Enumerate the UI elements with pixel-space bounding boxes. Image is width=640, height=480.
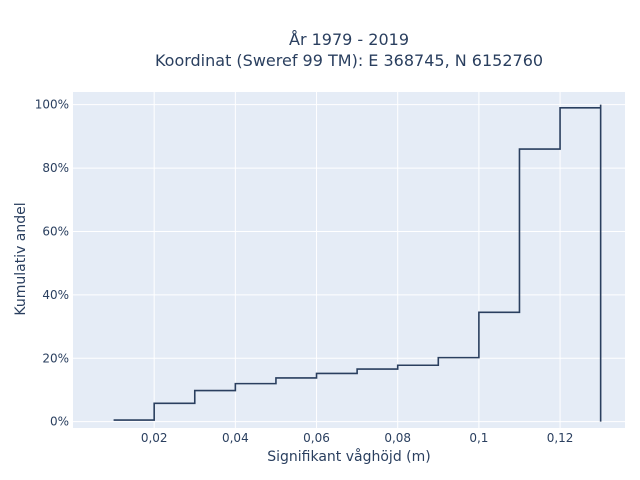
x-tick-label: 0,02 <box>141 431 168 445</box>
y-tick-label: 20% <box>42 351 69 365</box>
y-tick-label: 40% <box>42 288 69 302</box>
y-tick-label: 80% <box>42 161 69 175</box>
x-tick-label: 0,04 <box>222 431 249 445</box>
y-tick-label: 60% <box>42 224 69 238</box>
y-tick-label: 0% <box>50 415 69 429</box>
x-axis-ticks: 0,02 0,04 0,06 0,08 0,1 0,12 <box>141 431 574 445</box>
y-axis-ticks: 0% 20% 40% 60% 80% 100% <box>35 98 69 429</box>
chart-title-line-1: År 1979 - 2019 <box>289 30 409 49</box>
cumulative-series-line <box>113 104 602 422</box>
plot-area <box>73 92 625 428</box>
y-tick-label: 100% <box>35 98 69 112</box>
x-tick-label: 0,12 <box>547 431 574 445</box>
x-tick-label: 0,1 <box>469 431 488 445</box>
x-axis-title: Signifikant våghöjd (m) <box>267 448 430 465</box>
y-axis-title: Kumulativ andel <box>13 202 29 315</box>
x-tick-label: 0,06 <box>303 431 330 445</box>
chart-title-line-2: Koordinat (Sweref 99 TM): E 368745, N 61… <box>155 51 543 70</box>
x-tick-label: 0,08 <box>384 431 411 445</box>
